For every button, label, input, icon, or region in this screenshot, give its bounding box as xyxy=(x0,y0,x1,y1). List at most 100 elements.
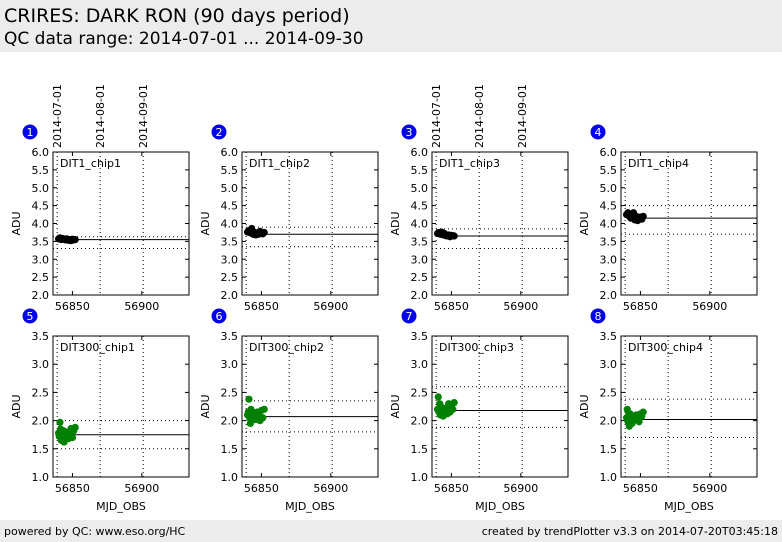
y-tick-label: 3.0 xyxy=(32,253,50,266)
plot-panel-3: 3 2.0 2.5 3.0 3.5 4.0 4.5 5.0 5.5 6.0 56850 56900 DI… xyxy=(389,124,569,313)
plot-panel-2: 2 2.0 2.5 3.0 3.5 4.0 4.5 5.0 5.5 6.0 56850 56900 DI… xyxy=(199,124,379,313)
date-label: 2014-07-01 xyxy=(430,84,443,148)
y-tick-label: 2.5 xyxy=(221,271,239,284)
plot-number-badge xyxy=(211,124,227,140)
y-tick-label: 1.0 xyxy=(221,471,239,484)
y-tick-label: 5.5 xyxy=(32,164,50,177)
y-tick-label: 3.0 xyxy=(411,358,429,371)
page-title: CRIRES: DARK RON (90 days period) xyxy=(4,5,350,27)
x-tick-label: 56900 xyxy=(124,482,159,495)
y-tick-label: 3.5 xyxy=(411,330,429,343)
y-tick-label: 6.0 xyxy=(221,146,239,159)
plot-panel-7: 7 1.0 1.5 2.0 2.5 3.0 3.5 56850 56900 DIT300_chip… xyxy=(389,308,569,513)
y-tick-label: 2.5 xyxy=(411,386,429,399)
date-label: 2014-09-01 xyxy=(516,84,529,148)
y-tick-label: 2.5 xyxy=(221,386,239,399)
y-tick-label: 6.0 xyxy=(411,146,429,159)
x-tick-label: 56850 xyxy=(55,482,90,495)
y-axis-label: ADU xyxy=(389,394,402,418)
data-point xyxy=(639,408,647,416)
plot-name: DIT1_chip2 xyxy=(249,157,310,170)
footer-created: created by trendPlotter v3.3 on 2014-07-… xyxy=(481,525,778,538)
x-tick-label: 56850 xyxy=(623,482,658,495)
y-tick-label: 2.5 xyxy=(32,386,50,399)
y-tick-label: 3.0 xyxy=(32,358,50,371)
y-tick-label: 5.5 xyxy=(411,164,429,177)
y-tick-label: 5.0 xyxy=(411,182,429,195)
y-tick-label: 4.0 xyxy=(221,218,239,231)
x-tick-label: 56900 xyxy=(503,482,538,495)
y-tick-label: 6.0 xyxy=(600,146,618,159)
x-tick-label: 56900 xyxy=(692,300,727,313)
x-tick-label: 56850 xyxy=(434,482,469,495)
data-point xyxy=(260,228,268,237)
plot-number: 8 xyxy=(595,310,602,323)
data-point xyxy=(68,433,77,442)
plot-number: 6 xyxy=(216,310,223,323)
plot-name: DIT1_chip1 xyxy=(60,157,121,170)
plot-panel-1: 1 2.0 2.5 3.0 3.5 4.0 4.5 5.0 5.5 6.0 56850 56900 DI… xyxy=(10,124,190,313)
plot-name: DIT1_chip3 xyxy=(439,157,500,170)
data-point xyxy=(449,405,457,413)
plot-number: 7 xyxy=(406,310,413,323)
x-axis-label: MJD_OBS xyxy=(664,500,714,513)
y-axis-label: ADU xyxy=(10,211,23,235)
y-tick-label: 2.5 xyxy=(411,271,429,284)
x-axis-label: MJD_OBS xyxy=(96,500,146,513)
y-tick-label: 1.0 xyxy=(600,471,618,484)
plot-frame xyxy=(241,335,379,478)
y-tick-label: 1.0 xyxy=(411,471,429,484)
y-tick-label: 2.0 xyxy=(600,415,618,428)
x-tick-label: 56850 xyxy=(434,300,469,313)
y-tick-label: 6.0 xyxy=(32,146,50,159)
y-tick-label: 2.5 xyxy=(600,271,618,284)
y-axis-label: ADU xyxy=(199,394,212,418)
plot-name: DIT1_chip4 xyxy=(628,157,689,170)
plot-name: DIT300_chip1 xyxy=(60,341,135,354)
y-tick-label: 1.5 xyxy=(32,443,50,456)
data-point xyxy=(245,395,253,403)
y-tick-label: 3.0 xyxy=(221,253,239,266)
date-label: 2014-09-01 xyxy=(137,84,150,148)
data-point xyxy=(434,393,442,401)
y-tick-label: 5.5 xyxy=(221,164,239,177)
plot-number: 3 xyxy=(406,126,413,139)
y-tick-label: 3.0 xyxy=(600,358,618,371)
y-tick-label: 2.0 xyxy=(411,415,429,428)
y-tick-label: 3.5 xyxy=(32,235,50,248)
plot-number: 2 xyxy=(216,126,223,139)
y-tick-label: 1.5 xyxy=(411,443,429,456)
y-tick-label: 1.0 xyxy=(32,471,50,484)
y-tick-label: 4.0 xyxy=(600,218,618,231)
y-tick-label: 3.0 xyxy=(600,253,618,266)
y-axis-label: ADU xyxy=(10,394,23,418)
y-tick-label: 4.0 xyxy=(411,218,429,231)
y-tick-label: 5.0 xyxy=(600,182,618,195)
footer-credit: powered by QC: www.eso.org/HC xyxy=(4,525,186,538)
plot-number: 5 xyxy=(27,310,34,323)
data-point xyxy=(450,232,458,240)
y-tick-label: 5.0 xyxy=(221,182,239,195)
y-tick-label: 1.5 xyxy=(600,443,618,456)
x-tick-label: 56850 xyxy=(244,300,279,313)
plot-name: DIT300_chip3 xyxy=(439,341,514,354)
plot-number-badge xyxy=(590,124,606,140)
plot-number-badge xyxy=(401,124,417,140)
y-tick-label: 2.5 xyxy=(600,386,618,399)
plot-panel-4: 4 2.0 2.5 3.0 3.5 4.0 4.5 5.0 5.5 6.0 56850 56900 DI… xyxy=(578,124,758,313)
y-tick-label: 2.0 xyxy=(32,415,50,428)
y-axis-label: ADU xyxy=(578,211,591,235)
y-tick-label: 2.0 xyxy=(411,289,429,302)
date-label: 2014-08-01 xyxy=(473,84,486,148)
y-tick-label: 4.0 xyxy=(32,218,50,231)
y-tick-label: 2.0 xyxy=(32,289,50,302)
y-axis-label: ADU xyxy=(389,211,402,235)
plot-number-badge xyxy=(401,308,417,324)
y-tick-label: 3.5 xyxy=(221,235,239,248)
y-tick-label: 3.5 xyxy=(600,235,618,248)
y-tick-label: 2.0 xyxy=(600,289,618,302)
y-tick-label: 2.0 xyxy=(221,415,239,428)
y-axis-label: ADU xyxy=(578,394,591,418)
y-axis-label: ADU xyxy=(199,211,212,235)
